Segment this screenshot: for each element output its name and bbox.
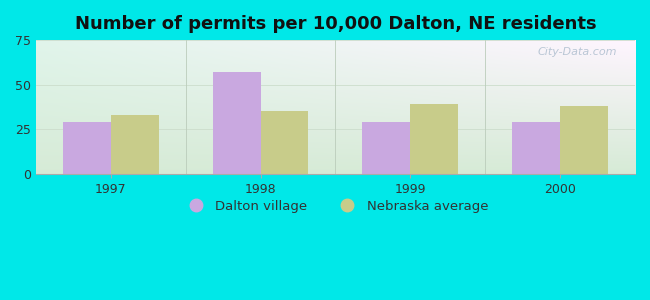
Bar <box>213 72 261 174</box>
Bar <box>410 104 458 174</box>
Bar <box>63 122 110 174</box>
Bar <box>512 122 560 174</box>
Title: Number of permits per 10,000 Dalton, NE residents: Number of permits per 10,000 Dalton, NE … <box>75 15 596 33</box>
Bar <box>111 115 159 174</box>
Legend: Dalton village, Nebraska average: Dalton village, Nebraska average <box>177 194 494 218</box>
Bar <box>261 111 309 174</box>
Bar <box>363 122 410 174</box>
Bar <box>560 106 608 174</box>
Text: City-Data.com: City-Data.com <box>538 47 617 57</box>
